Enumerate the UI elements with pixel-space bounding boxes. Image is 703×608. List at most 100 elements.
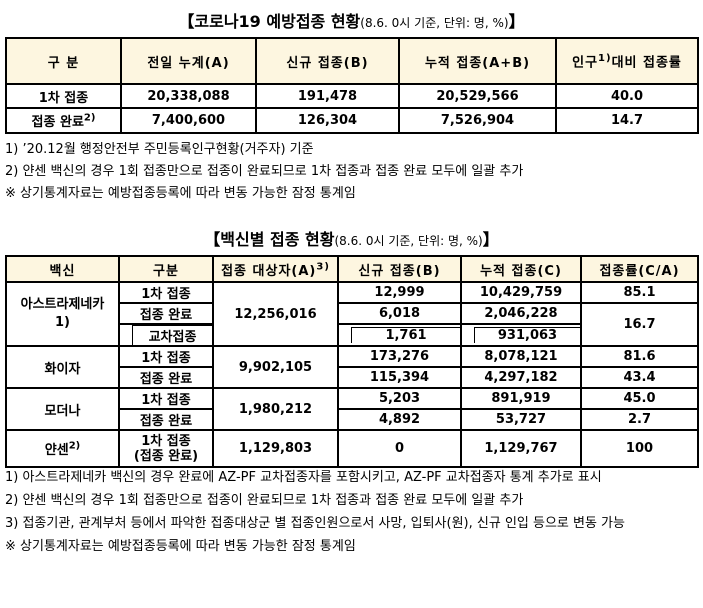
table-cell: 10,429,759: [460, 281, 582, 304]
table-row: 접종 완료 6,018 2,046,228 16.7: [6, 302, 699, 347]
footnote-mark: 2): [68, 440, 81, 452]
table-row: 접종 완료 115,394 4,297,182 43.4: [6, 366, 699, 389]
table-cell: 1차 접종: [5, 83, 122, 109]
table-cell: 16.7: [580, 302, 699, 347]
text: 2) 얀센 백신의 경우 1회 접종만으로 접종이 완료되므로 1차 접종과 접…: [5, 493, 524, 508]
table-row: 얀센2) 1차 접종 (접종 완료) 1,129,803 0 1,129,767 100: [5, 429, 699, 468]
text: (접종 완료): [133, 448, 199, 464]
table-cell: 0: [337, 429, 462, 468]
text: 접종 대상자(A): [221, 263, 317, 279]
table-cell: 모더나: [5, 387, 120, 431]
table-cell: 40.0: [555, 83, 699, 109]
table-row: 접종 완료 4,892 53,727 2.7: [6, 408, 699, 431]
table-cell: 1,129,803: [212, 429, 339, 468]
text: 교차접종: [132, 325, 212, 345]
text: 1,761: [351, 327, 460, 343]
table-cell: 접종 대상자(A)3): [212, 255, 339, 283]
table-cell: 53,727: [460, 408, 582, 431]
table-cell: 891,919: [460, 387, 582, 410]
table1-title: 【코로나19 예방접종 현황(8.6. 0시 기준, 단위: 명, %)】: [0, 8, 703, 32]
table-row: 교차접종 1,761 931,063: [6, 323, 698, 347]
table-cell: 126,304: [255, 107, 400, 134]
text: 구 분 전일 누계(A) 신규 접종(B) 누적 접종(A+B) 인구1)대비 접종률…: [5, 37, 699, 134]
table-cell: 20,338,088: [120, 83, 257, 109]
text: 【코로나19 예방접종 현황: [178, 12, 361, 31]
text: 3) 접종기관, 관계부처 등에서 파악한 접종대상군 별 접종인원으로서 사망…: [5, 516, 625, 531]
text: 931,063: [474, 327, 580, 343]
table-cell: 173,276: [337, 345, 462, 368]
table-cell: 접종 완료: [118, 302, 214, 325]
table-cell: 교차접종: [118, 323, 214, 347]
table-cell: 구 분: [5, 37, 122, 85]
text: 1차 접종: [141, 433, 191, 449]
table-row: 모더나 1차 접종 1,980,212 5,203 891,919 45.0: [5, 387, 699, 431]
text: 인구: [572, 55, 599, 71]
table-cell: 1차 접종: [118, 387, 214, 410]
table-cell: 접종 완료: [118, 408, 214, 431]
table-cell: 12,999: [337, 281, 462, 304]
table-cell: 1,129,767: [460, 429, 582, 468]
text: 아스트라제네카: [20, 297, 105, 312]
table-cell: 구분: [118, 255, 214, 283]
table-cell: 43.4: [580, 366, 699, 389]
table-cell: 14.7: [555, 107, 699, 134]
table-row: 화이자 1차 접종 9,902,105 173,276 8,078,121 81.6: [5, 345, 699, 389]
table-row: 구 분 전일 누계(A) 신규 접종(B) 누적 접종(A+B) 인구1)대비 접종률: [5, 37, 699, 85]
table-cell: 접종률(C/A): [580, 255, 699, 283]
table-cell: 20,529,566: [398, 83, 557, 109]
text: 대비 접종률: [611, 55, 682, 71]
table-cell: 1,761: [337, 323, 462, 347]
text: 】: [482, 230, 499, 249]
text: 2) 얀센 백신의 경우 1회 접종만으로 접종이 완료되므로 1차 접종과 접…: [5, 164, 524, 179]
table-cell: 1차 접종 (접종 완료): [118, 429, 214, 468]
table-cell: 신규 접종(B): [255, 37, 400, 85]
table-cell: 85.1: [580, 281, 699, 304]
table-cell: 화이자: [5, 345, 120, 389]
text: ※ 상기통계자료는 예방접종등록에 따라 변동 가능한 잠정 통계임: [5, 539, 356, 554]
text: 얀센: [44, 443, 69, 458]
table-cell: 누적 접종(C): [460, 255, 582, 283]
text: 접종 완료: [31, 115, 84, 130]
table-cell: 100: [580, 429, 699, 468]
table-cell: 1,980,212: [212, 387, 339, 431]
footnote-mark: 3): [316, 261, 330, 273]
table-row: 접종 완료2) 7,400,600 126,304 7,526,904 14.7: [5, 107, 699, 134]
notes1: 1) ’20.12월 행정안전부 주민등록인구현황(거주자) 기준 2) 얀센 백…: [5, 139, 697, 205]
table-row: 1차 접종 20,338,088 191,478 20,529,566 40.0: [5, 83, 699, 109]
table-cell: 115,394: [337, 366, 462, 389]
text: (8.6. 0시 기준, 단위: 명, %): [360, 16, 509, 30]
table-cell: 8,078,121: [460, 345, 582, 368]
text: 1): [55, 315, 70, 330]
footnote-mark: 1): [598, 53, 612, 65]
table-cell: 4,892: [337, 408, 462, 431]
text: 백신 구분 접종 대상자(A)3) 신규 접종(B) 누적 접종(C) 접종률(C/A…: [5, 255, 699, 468]
text: ※ 상기통계자료는 예방접종등록에 따라 변동 가능한 잠정 통계임: [5, 186, 356, 201]
table-cell: 6,018: [337, 302, 462, 325]
footnote-mark: 2): [83, 112, 96, 124]
table2-title: 【백신별 접종 현황(8.6. 0시 기준, 단위: 명, %)】: [0, 226, 703, 250]
table-cell: 전일 누계(A): [120, 37, 257, 85]
text: (8.6. 0시 기준, 단위: 명, %): [334, 234, 483, 248]
table-cell: 191,478: [255, 83, 400, 109]
notes2: 1) 아스트라제네카 백신의 경우 완료에 AZ-PF 교차접종자를 포함시키고…: [5, 466, 697, 558]
text: 【백신별 접종 현황: [204, 230, 335, 249]
table-cell: 접종 완료: [118, 366, 214, 389]
text: 1) 아스트라제네카 백신의 경우 완료에 AZ-PF 교차접종자를 포함시키고…: [5, 470, 602, 485]
table-cell: 백신: [5, 255, 120, 283]
table-row: 백신 구분 접종 대상자(A)3) 신규 접종(B) 누적 접종(C) 접종률(C/A…: [5, 255, 699, 283]
table-cell: 2.7: [580, 408, 699, 431]
table-cell: 7,400,600: [120, 107, 257, 134]
table-cell: 누적 접종(A+B): [398, 37, 557, 85]
table-cell: 931,063: [460, 323, 582, 347]
table1: 구 분 전일 누계(A) 신규 접종(B) 누적 접종(A+B) 인구1)대비 접종률…: [5, 37, 699, 134]
table-cell: 얀센2): [5, 429, 120, 468]
table-cell: 접종 완료2): [5, 107, 122, 134]
table-cell: 81.6: [580, 345, 699, 368]
table2: 백신 구분 접종 대상자(A)3) 신규 접종(B) 누적 접종(C) 접종률(C/A…: [5, 255, 699, 468]
table-cell: 1차 접종: [118, 345, 214, 368]
table-cell: 9,902,105: [212, 345, 339, 389]
table-cell: 12,256,016: [212, 281, 339, 347]
table-cell: 45.0: [580, 387, 699, 410]
table-cell: 신규 접종(B): [337, 255, 462, 283]
